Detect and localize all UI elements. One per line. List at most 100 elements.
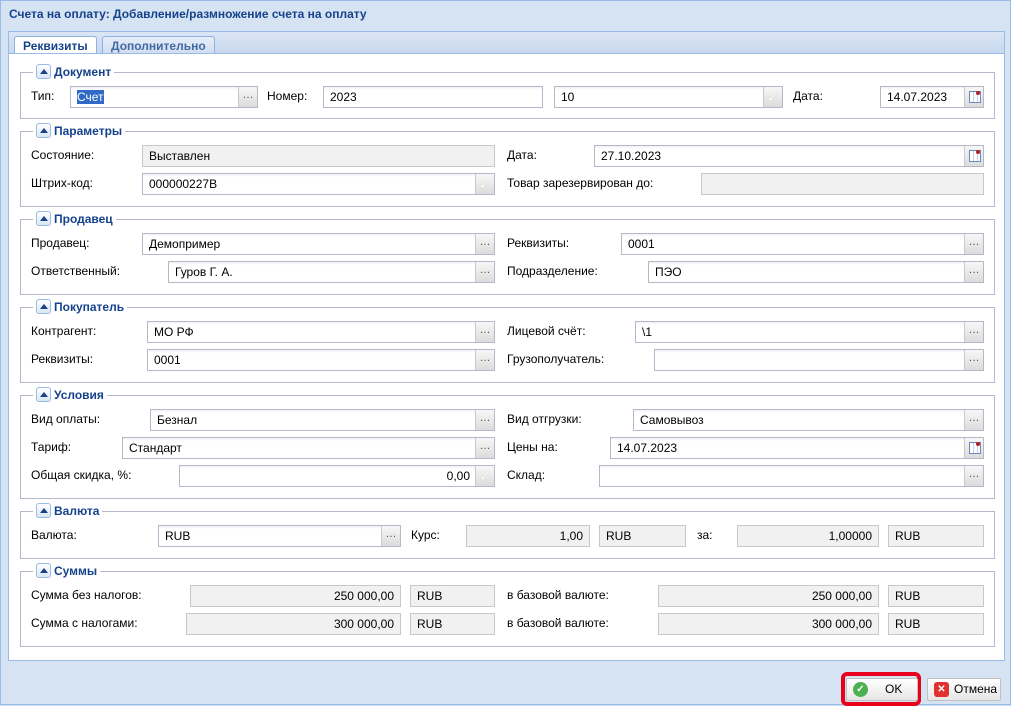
sums-gross-base-label: в базовой валюте: (507, 616, 609, 630)
fieldset-params: Параметры (20, 123, 995, 207)
collapse-icon[interactable] (36, 211, 51, 226)
browse-icon[interactable]: … (964, 410, 983, 430)
fieldset-legend: Документ (33, 64, 115, 79)
seller-req-label: Реквизиты: (507, 236, 570, 250)
browse-icon[interactable]: … (964, 322, 983, 342)
params-date-value-field[interactable]: 27.10.2023 (594, 145, 984, 167)
cancel-label: Отмена (954, 682, 998, 696)
params-state-value-field: Выставлен (142, 145, 495, 167)
buyer-contr-label: Контрагент: (31, 324, 97, 338)
field-value: 250 000,00 (333, 589, 394, 603)
collapse-icon[interactable] (36, 299, 51, 314)
document-type-label: Тип: (31, 89, 55, 103)
params-barcode-value-field[interactable]: 000000227В ✓ (142, 173, 495, 195)
field-value: Выставлен (149, 149, 211, 163)
document-date-value-field[interactable]: 14.07.2023 (880, 86, 984, 108)
field-value: RUB (895, 529, 921, 543)
browse-icon[interactable]: … (475, 410, 494, 430)
browse-icon[interactable]: … (381, 526, 400, 546)
collapse-icon[interactable] (36, 123, 51, 138)
field-value: 1,00 (559, 529, 583, 543)
browse-icon[interactable]: … (964, 350, 983, 370)
params-date-label: Дата: (507, 148, 537, 162)
currency-rate-label: Курс: (411, 528, 440, 542)
seller-req-value-field[interactable]: 0001 … (621, 233, 984, 255)
field-value: 0,00 (446, 469, 470, 483)
buyer-contr-value-field[interactable]: МО РФ… (147, 321, 495, 343)
calendar-icon[interactable] (964, 146, 983, 166)
tab-panel: Документ Параметры Продавец Покупатель Услов… (8, 53, 1005, 661)
buyer-account-value-field[interactable]: \1… (635, 321, 984, 343)
browse-icon[interactable]: … (475, 234, 494, 254)
browse-icon[interactable]: … (475, 350, 494, 370)
field-value: 14.07.2023 (617, 441, 678, 455)
field-value: 250 000,00 (811, 589, 872, 603)
terms-discount-value-field[interactable]: 0,00 ✓ (179, 465, 495, 487)
calendar-icon[interactable] (964, 87, 983, 107)
terms-prices-value-field[interactable]: 14.07.2023 (610, 437, 984, 459)
browse-icon[interactable]: … (475, 322, 494, 342)
currency-currency-value-field[interactable]: RUB … (158, 525, 401, 547)
check-icon[interactable]: ✓ (763, 87, 782, 107)
seller-dept-label: Подразделение: (507, 264, 598, 278)
terms-warehouse-value-field[interactable]: … (599, 465, 984, 487)
sums-gross-base-cur-field: RUB (888, 613, 984, 635)
terms-payment-label: Вид оплаты: (31, 412, 101, 426)
field-value: RUB (895, 589, 921, 603)
terms-discount-label: Общая скидка, %: (31, 468, 132, 482)
browse-icon[interactable]: … (964, 466, 983, 486)
field-value: 0001 (154, 353, 181, 367)
collapse-icon[interactable] (36, 503, 51, 518)
collapse-icon[interactable] (36, 563, 51, 578)
calendar-icon[interactable] (964, 438, 983, 458)
tab-additional[interactable]: Дополнительно (102, 36, 215, 55)
browse-icon[interactable]: … (475, 262, 494, 282)
ok-button[interactable]: ✓ OK (846, 678, 918, 701)
currency-currency-label: Валюта: (31, 528, 77, 542)
fieldset-legend: Продавец (33, 211, 116, 226)
sums-net-base-value-field: 250 000,00 (658, 585, 879, 607)
collapse-icon[interactable] (36, 64, 51, 79)
seller-resp-value-field[interactable]: Гуров Г. А.… (168, 261, 495, 283)
buyer-consignee-value-field[interactable]: … (654, 349, 984, 371)
document-series-value-field[interactable]: 10 ✓ (554, 86, 783, 108)
seller-dept-value-field[interactable]: ПЭО… (648, 261, 984, 283)
legend-label: Покупатель (54, 299, 125, 314)
field-value: 27.10.2023 (601, 149, 662, 163)
currency-rate-value-field: 1,00 (466, 525, 590, 547)
check-icon[interactable]: ✓ (475, 174, 494, 194)
terms-tariff-value-field[interactable]: Стандарт … (122, 437, 495, 459)
field-value: RUB (165, 529, 191, 543)
buyer-req-value-field[interactable]: 0001 … (147, 349, 495, 371)
legend-label: Суммы (54, 563, 98, 578)
field-value: Безнал (157, 413, 198, 427)
fieldset-document: Документ (20, 64, 995, 119)
legend-label: Документ (54, 64, 112, 79)
field-value: 1,00000 (828, 529, 872, 543)
field-value: 0001 (628, 237, 655, 251)
field-value: Стандарт (129, 441, 182, 455)
browse-icon[interactable]: … (964, 262, 983, 282)
document-number-value-field[interactable]: 2023 (323, 86, 543, 108)
check-icon[interactable]: ✓ (475, 466, 494, 486)
browse-icon[interactable]: … (964, 234, 983, 254)
sums-gross-base-value-field: 300 000,00 (658, 613, 879, 635)
cancel-button[interactable]: ✕ Отмена (927, 678, 1001, 701)
browse-icon[interactable]: … (238, 87, 257, 107)
ok-highlight (841, 672, 921, 706)
buyer-account-label: Лицевой счёт: (507, 324, 586, 338)
browse-icon[interactable]: … (475, 438, 494, 458)
tab-requisites[interactable]: Реквизиты (14, 36, 97, 56)
collapse-icon[interactable] (36, 387, 51, 402)
document-type-value-field[interactable]: Счет… (70, 86, 258, 108)
seller-seller-value-field[interactable]: Демопример… (142, 233, 495, 255)
terms-shipment-value-field[interactable]: Самовывоз… (633, 409, 984, 431)
document-number-label: Номер: (267, 89, 308, 103)
seller-seller-label: Продавец: (31, 236, 90, 250)
seller-resp-label: Ответственный: (31, 264, 121, 278)
field-value: RUB (895, 617, 921, 631)
field-value: 14.07.2023 (887, 90, 948, 104)
ok-label: OK (885, 682, 903, 696)
terms-payment-value-field[interactable]: Безнал … (150, 409, 495, 431)
fieldset-buyer: Покупатель (20, 299, 995, 383)
